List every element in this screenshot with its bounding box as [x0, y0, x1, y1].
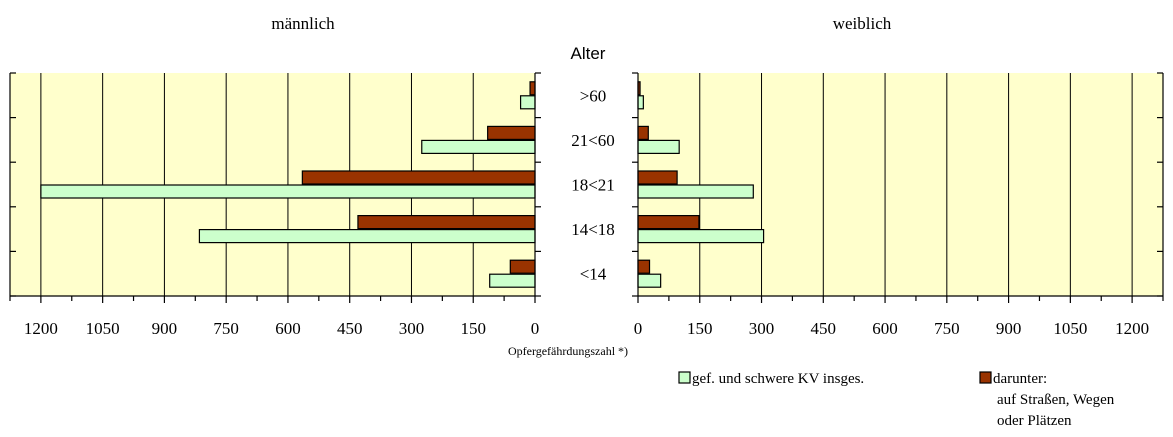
x-axis-label: Opfergefährdungszahl *) — [508, 344, 628, 358]
x-tick-label-male: 300 — [399, 319, 425, 338]
category-label: 18<21 — [571, 176, 615, 195]
x-tick-label-female: 0 — [634, 319, 643, 338]
x-tick-label-female: 450 — [811, 319, 837, 338]
x-tick-label-male: 150 — [460, 319, 486, 338]
x-tick-label-male: 1050 — [86, 319, 120, 338]
bar-female-darunter — [637, 215, 700, 230]
category-label: >60 — [580, 86, 607, 105]
bar-female-insgesamt — [637, 95, 644, 110]
chart-title-female: weiblich — [833, 14, 892, 33]
x-tick-label-male: 900 — [152, 319, 178, 338]
bar-female-insgesamt — [637, 273, 662, 288]
x-tick-label-male: 0 — [531, 319, 540, 338]
bar-female-insgesamt — [637, 229, 765, 244]
legend-label-darunter-line: oder Plätzen — [997, 413, 1072, 429]
x-tick-label-female: 300 — [749, 319, 775, 338]
bar-female-darunter — [637, 259, 651, 274]
bar-male-insgesamt — [489, 273, 536, 288]
bar-female-darunter — [637, 170, 678, 185]
bar-female-insgesamt — [637, 184, 754, 199]
x-tick-label-female: 1200 — [1115, 319, 1149, 338]
legend-label-insgesamt: gef. und schwere KV insges. — [692, 371, 864, 387]
legend-label-darunter-line: darunter: — [993, 371, 1047, 387]
bar-female-insgesamt — [637, 139, 680, 154]
category-label: <14 — [580, 265, 607, 284]
bar-male-insgesamt — [198, 229, 536, 244]
x-tick-label-male: 600 — [275, 319, 301, 338]
bar-male-insgesamt — [40, 184, 536, 199]
x-tick-label-female: 600 — [872, 319, 898, 338]
bar-male-darunter — [509, 259, 536, 274]
bar-male-insgesamt — [421, 139, 536, 154]
bars — [40, 81, 765, 288]
x-tick-label-female: 1050 — [1053, 319, 1087, 338]
axes — [9, 72, 1164, 303]
category-label: 14<18 — [571, 220, 615, 239]
bar-male-darunter — [529, 81, 536, 96]
legend-swatch-darunter — [979, 371, 992, 384]
category-label: 21<60 — [571, 131, 615, 150]
x-tick-label-female: 900 — [996, 319, 1022, 338]
bar-male-darunter — [301, 170, 536, 185]
legend-label-darunter-line: auf Straßen, Wegen — [997, 392, 1115, 408]
bar-male-insgesamt — [519, 95, 536, 110]
x-tick-label-female: 750 — [934, 319, 960, 338]
legend: gef. und schwere KV insges. darunter: auf … — [678, 371, 1115, 429]
legend-swatch-insgesamt — [678, 371, 691, 384]
tick-labels: 0 0 150 150 300 300 450 450 600 600 750 750 900 900 10… — [24, 86, 1149, 338]
x-tick-label-female: 150 — [687, 319, 713, 338]
x-tick-label-male: 450 — [337, 319, 363, 338]
x-tick-label-male: 750 — [213, 319, 239, 338]
x-tick-label-male: 1200 — [24, 319, 58, 338]
bar-female-darunter — [637, 125, 649, 141]
bar-male-darunter — [357, 215, 536, 230]
bar-male-darunter — [487, 125, 536, 141]
chart-title-male: männlich — [271, 14, 335, 33]
age-axis-title: Alter — [571, 44, 606, 63]
